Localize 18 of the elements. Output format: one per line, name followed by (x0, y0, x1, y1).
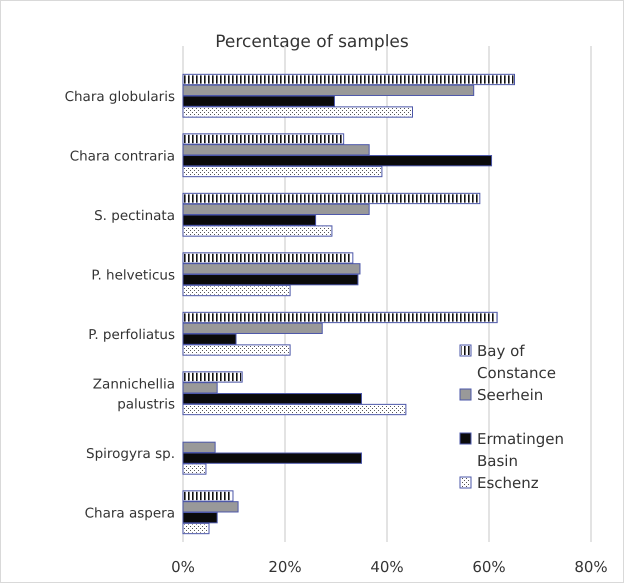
y-tick-label: Chara aspera (84, 505, 175, 522)
y-tick-label: Spirogyra sp. (86, 446, 175, 462)
x-tick-label: 80% (574, 558, 608, 576)
legend-label: Ermatingen Basin (477, 430, 564, 470)
legend-label: Bay of Constance (477, 342, 556, 382)
x-tick-label: 40% (370, 558, 404, 576)
y-tick-label: Zannichellia palustris (92, 376, 175, 412)
x-tick-label: 20% (268, 558, 302, 576)
y-tick-label: Chara contraria (70, 148, 175, 164)
chart-title: Percentage of samples (215, 32, 409, 52)
y-tick-label: S. pectinata (94, 208, 175, 224)
y-tick-label: Chara globularis (64, 88, 175, 105)
x-tick-label: 60% (472, 558, 506, 576)
legend-label: Eschenz (477, 474, 539, 492)
y-tick-label: P. perfoliatus (88, 326, 175, 343)
x-tick-label: 0% (171, 558, 195, 576)
legend-label: Seerhein (477, 386, 544, 404)
y-tick-label: P. helveticus (91, 267, 175, 284)
